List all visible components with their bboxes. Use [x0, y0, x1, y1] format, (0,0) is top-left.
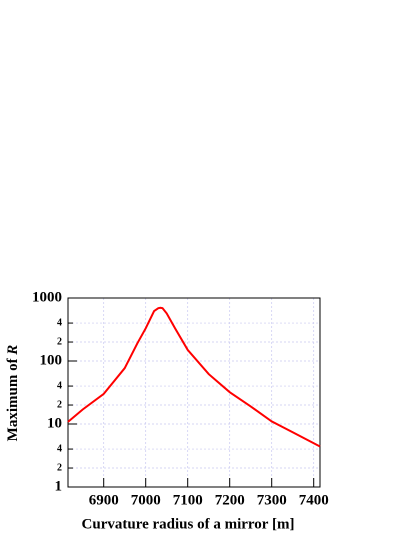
y-tick-label: 100	[40, 352, 63, 368]
y-tick-label: 1000	[32, 289, 62, 305]
data-line	[67, 306, 321, 448]
y-tick-label: 10	[47, 415, 62, 431]
y-tick-label: 2	[57, 399, 62, 410]
x-axis-label: Curvature radius of a mirror [m]	[82, 516, 295, 532]
plot-frame	[67, 297, 321, 488]
y-tick-label: 2	[57, 336, 62, 347]
x-tick-label: 7300	[257, 492, 287, 508]
x-tick-label: 6900	[89, 492, 119, 508]
x-tick-label: 7000	[131, 492, 161, 508]
y-tick-label: 4	[57, 443, 62, 454]
x-tick-label: 7400	[299, 492, 329, 508]
y-tick-label: 4	[57, 380, 62, 391]
y-axis-label: Maximum of R	[5, 345, 21, 442]
x-tick-label: 7100	[173, 492, 203, 508]
y-tick-label: 1	[55, 478, 63, 494]
y-tick-label: 2	[57, 462, 62, 473]
y-tick-label: 4	[57, 317, 62, 328]
y-axis-label-var: R	[5, 345, 21, 356]
y-axis-label-text: Maximum of	[5, 357, 21, 441]
x-tick-label: 7200	[215, 492, 245, 508]
